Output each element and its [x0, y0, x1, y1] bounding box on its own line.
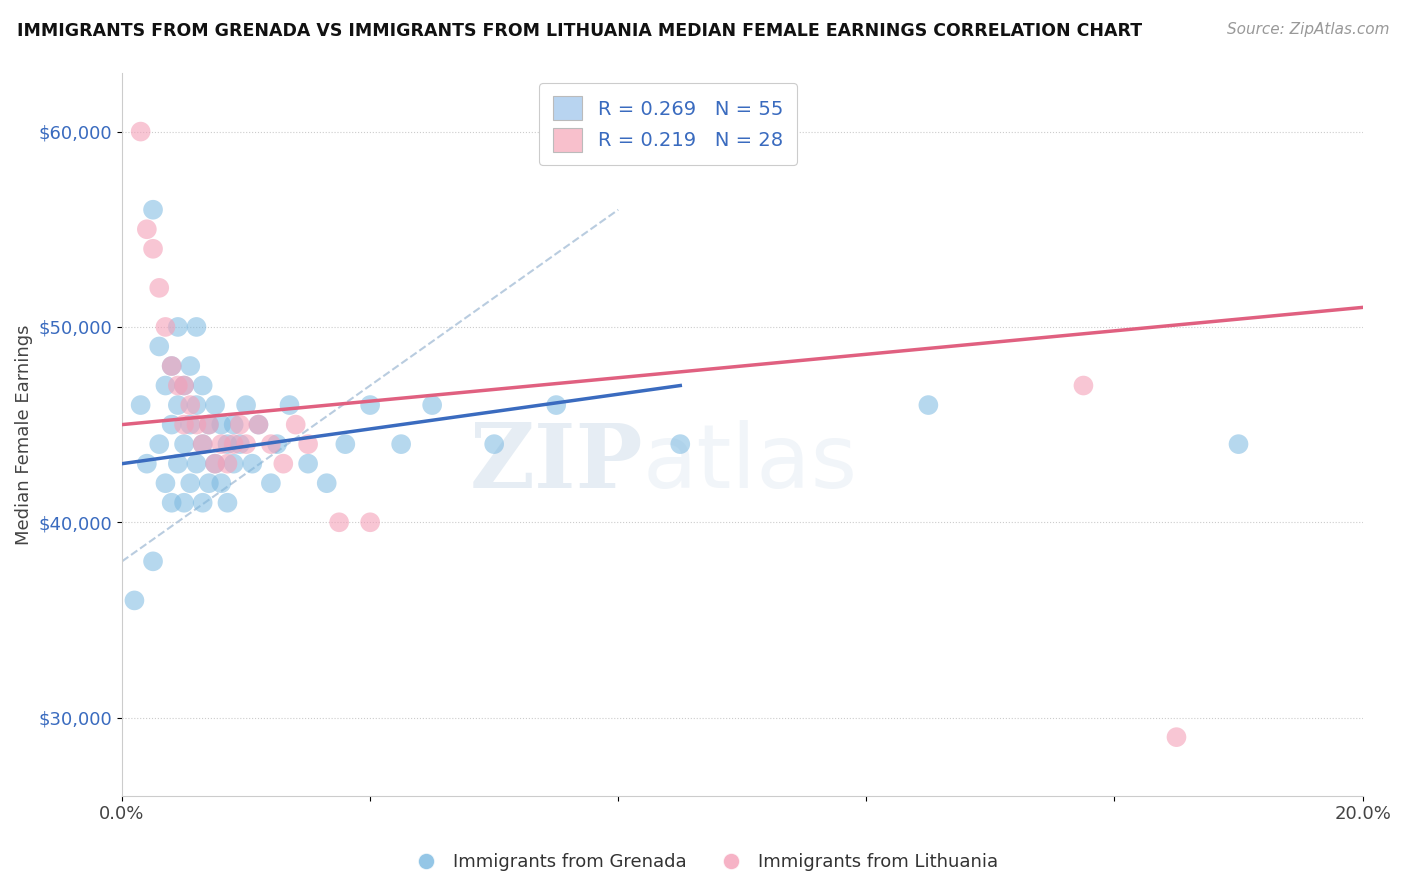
Point — [166, 320, 188, 334]
Point — [135, 222, 157, 236]
Point — [229, 437, 252, 451]
Point — [166, 457, 188, 471]
Point — [1166, 730, 1188, 744]
Point — [297, 437, 319, 451]
Point — [198, 417, 221, 432]
Point — [209, 417, 232, 432]
Point — [166, 398, 188, 412]
Point — [260, 437, 283, 451]
Point — [222, 417, 245, 432]
Point — [148, 281, 170, 295]
Point — [191, 496, 214, 510]
Point — [124, 593, 146, 607]
Point — [186, 457, 208, 471]
Point — [160, 359, 183, 373]
Text: Source: ZipAtlas.com: Source: ZipAtlas.com — [1226, 22, 1389, 37]
Point — [204, 457, 226, 471]
Point — [129, 125, 152, 139]
Text: IMMIGRANTS FROM GRENADA VS IMMIGRANTS FROM LITHUANIA MEDIAN FEMALE EARNINGS CORR: IMMIGRANTS FROM GRENADA VS IMMIGRANTS FR… — [17, 22, 1142, 40]
Point — [917, 398, 939, 412]
Point — [142, 202, 165, 217]
Point — [217, 437, 239, 451]
Point — [155, 476, 177, 491]
Point — [669, 437, 692, 451]
Point — [173, 378, 195, 392]
Point — [420, 398, 443, 412]
Point — [179, 476, 201, 491]
Y-axis label: Median Female Earnings: Median Female Earnings — [15, 324, 32, 545]
Point — [335, 437, 357, 451]
Point — [217, 457, 239, 471]
Point — [186, 417, 208, 432]
Point — [546, 398, 568, 412]
Point — [240, 457, 263, 471]
Point — [135, 457, 157, 471]
Point — [1227, 437, 1250, 451]
Point — [278, 398, 301, 412]
Point — [142, 242, 165, 256]
Point — [247, 417, 270, 432]
Point — [235, 398, 257, 412]
Point — [173, 378, 195, 392]
Point — [179, 398, 201, 412]
Point — [359, 516, 381, 530]
Point — [191, 437, 214, 451]
Point — [155, 320, 177, 334]
Point — [1073, 378, 1095, 392]
Legend: R = 0.269   N = 55, R = 0.219   N = 28: R = 0.269 N = 55, R = 0.219 N = 28 — [540, 83, 797, 165]
Point — [198, 417, 221, 432]
Point — [222, 437, 245, 451]
Text: atlas: atlas — [643, 420, 858, 507]
Point — [217, 496, 239, 510]
Point — [191, 378, 214, 392]
Point — [209, 437, 232, 451]
Point — [179, 417, 201, 432]
Point — [160, 496, 183, 510]
Point — [389, 437, 412, 451]
Point — [271, 457, 294, 471]
Point — [204, 457, 226, 471]
Point — [142, 554, 165, 568]
Point — [166, 378, 188, 392]
Point — [284, 417, 307, 432]
Point — [235, 437, 257, 451]
Point — [209, 476, 232, 491]
Point — [328, 516, 350, 530]
Point — [297, 457, 319, 471]
Point — [266, 437, 288, 451]
Point — [359, 398, 381, 412]
Point — [160, 417, 183, 432]
Point — [315, 476, 337, 491]
Point — [191, 437, 214, 451]
Text: ZIP: ZIP — [470, 420, 643, 507]
Point — [229, 417, 252, 432]
Point — [204, 398, 226, 412]
Point — [155, 378, 177, 392]
Point — [247, 417, 270, 432]
Point — [179, 359, 201, 373]
Point — [129, 398, 152, 412]
Point — [160, 359, 183, 373]
Point — [173, 437, 195, 451]
Point — [186, 320, 208, 334]
Point — [186, 398, 208, 412]
Point — [482, 437, 505, 451]
Point — [222, 457, 245, 471]
Point — [260, 476, 283, 491]
Point — [173, 496, 195, 510]
Point — [148, 437, 170, 451]
Point — [173, 417, 195, 432]
Point — [148, 339, 170, 353]
Legend: Immigrants from Grenada, Immigrants from Lithuania: Immigrants from Grenada, Immigrants from… — [401, 847, 1005, 879]
Point — [198, 476, 221, 491]
